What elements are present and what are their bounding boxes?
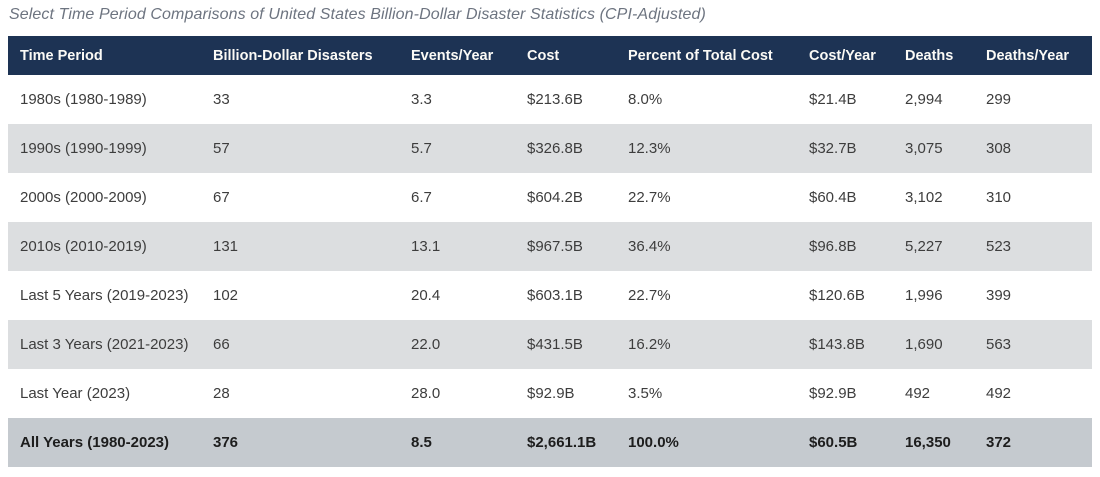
cell: 523 <box>986 238 1012 255</box>
cell: $92.9B <box>527 385 575 402</box>
table-row: 2000s (2000-2009) 67 6.7 $604.2B 22.7% $60.4B… <box>8 173 1092 222</box>
cell: 376 <box>213 434 239 451</box>
cell: $21.4B <box>809 91 857 108</box>
cell: $32.7B <box>809 140 857 157</box>
cell: 100.0% <box>628 434 679 451</box>
table-row: Last Year (2023) 28 28.0 $92.9B 3.5% $92.9B 49… <box>8 369 1092 418</box>
cell: $60.4B <box>809 189 857 206</box>
page: Select Time Period Comparisons of United… <box>8 6 1092 467</box>
table-header: Time Period Billion-Dollar Disasters Event… <box>8 36 1092 75</box>
cell: 8.0% <box>628 91 663 108</box>
cell: 563 <box>986 336 1012 353</box>
cell: 3,075 <box>905 140 943 157</box>
cell: $92.9B <box>809 385 857 402</box>
column-header: Cost <box>515 36 616 75</box>
cell: 2,994 <box>905 91 943 108</box>
cell: 6.7 <box>411 189 432 206</box>
cell: 2010s (2010-2019) <box>20 238 147 255</box>
cell: 492 <box>905 385 931 402</box>
cell: 2000s (2000-2009) <box>20 189 147 206</box>
cell: 57 <box>213 140 230 157</box>
cell: 22.7% <box>628 189 671 206</box>
cell: 28 <box>213 385 230 402</box>
cell: 102 <box>213 287 239 304</box>
cell: 1,996 <box>905 287 943 304</box>
cell: $967.5B <box>527 238 583 255</box>
cell: $213.6B <box>527 91 583 108</box>
column-header: Billion-Dollar Disasters <box>201 36 399 75</box>
table-row: All Years (1980-2023) 376 8.5 $2,661.1B 100.… <box>8 418 1092 467</box>
cell: $326.8B <box>527 140 583 157</box>
cell: 5,227 <box>905 238 943 255</box>
cell: 12.3% <box>628 140 671 157</box>
cell: $604.2B <box>527 189 583 206</box>
cell: $431.5B <box>527 336 583 353</box>
cell: 33 <box>213 91 230 108</box>
column-header: Events/Year <box>399 36 515 75</box>
cell: $60.5B <box>809 434 858 451</box>
column-header: Time Period <box>8 36 201 75</box>
cell: 1990s (1990-1999) <box>20 140 147 157</box>
header-row: Time Period Billion-Dollar Disasters Event… <box>8 36 1092 75</box>
cell: 399 <box>986 287 1012 304</box>
cell: 3.5% <box>628 385 663 402</box>
column-header: Cost/Year <box>797 36 893 75</box>
table-row: Last 5 Years (2019-2023) 102 20.4 $603.1B 22… <box>8 271 1092 320</box>
table-title: Select Time Period Comparisons of United… <box>9 6 706 23</box>
table-row: Last 3 Years (2021-2023) 66 22.0 $431.5B 16.… <box>8 320 1092 369</box>
table-body: 1980s (1980-1989) 33 3.3 $213.6B 8.0% $21.4B 2… <box>8 75 1092 467</box>
cell: 5.7 <box>411 140 432 157</box>
cell: 28.0 <box>411 385 441 402</box>
cell: 3,102 <box>905 189 943 206</box>
cell: 8.5 <box>411 434 432 451</box>
cell: 66 <box>213 336 230 353</box>
column-header: Percent of Total Cost <box>616 36 797 75</box>
disaster-stats-table: Time Period Billion-Dollar Disasters Event… <box>8 36 1092 467</box>
cell: Last 5 Years (2019-2023) <box>20 287 189 304</box>
table-row: 2010s (2010-2019) 131 13.1 $967.5B 36.4% $96.… <box>8 222 1092 271</box>
cell: 36.4% <box>628 238 671 255</box>
cell: 372 <box>986 434 1012 451</box>
cell: 308 <box>986 140 1012 157</box>
cell: 67 <box>213 189 230 206</box>
cell: 299 <box>986 91 1012 108</box>
cell: 492 <box>986 385 1012 402</box>
cell: 1,690 <box>905 336 943 353</box>
cell: 1980s (1980-1989) <box>20 91 147 108</box>
cell: $603.1B <box>527 287 583 304</box>
cell: $120.6B <box>809 287 865 304</box>
table-row: 1980s (1980-1989) 33 3.3 $213.6B 8.0% $21.4B 2… <box>8 75 1092 124</box>
cell: All Years (1980-2023) <box>20 434 169 451</box>
cell: $2,661.1B <box>527 434 597 451</box>
column-header: Deaths <box>893 36 974 75</box>
cell: 16.2% <box>628 336 671 353</box>
cell: 131 <box>213 238 239 255</box>
cell: 22.0 <box>411 336 441 353</box>
cell: Last 3 Years (2021-2023) <box>20 336 189 353</box>
cell: $143.8B <box>809 336 865 353</box>
cell: $96.8B <box>809 238 857 255</box>
cell: Last Year (2023) <box>20 385 131 402</box>
cell: 3.3 <box>411 91 432 108</box>
cell: 310 <box>986 189 1012 206</box>
cell: 13.1 <box>411 238 441 255</box>
cell: 20.4 <box>411 287 441 304</box>
cell: 16,350 <box>905 434 951 451</box>
cell: 22.7% <box>628 287 671 304</box>
table-row: 1990s (1990-1999) 57 5.7 $326.8B 12.3% $32.7B… <box>8 124 1092 173</box>
column-header: Deaths/Year <box>974 36 1092 75</box>
